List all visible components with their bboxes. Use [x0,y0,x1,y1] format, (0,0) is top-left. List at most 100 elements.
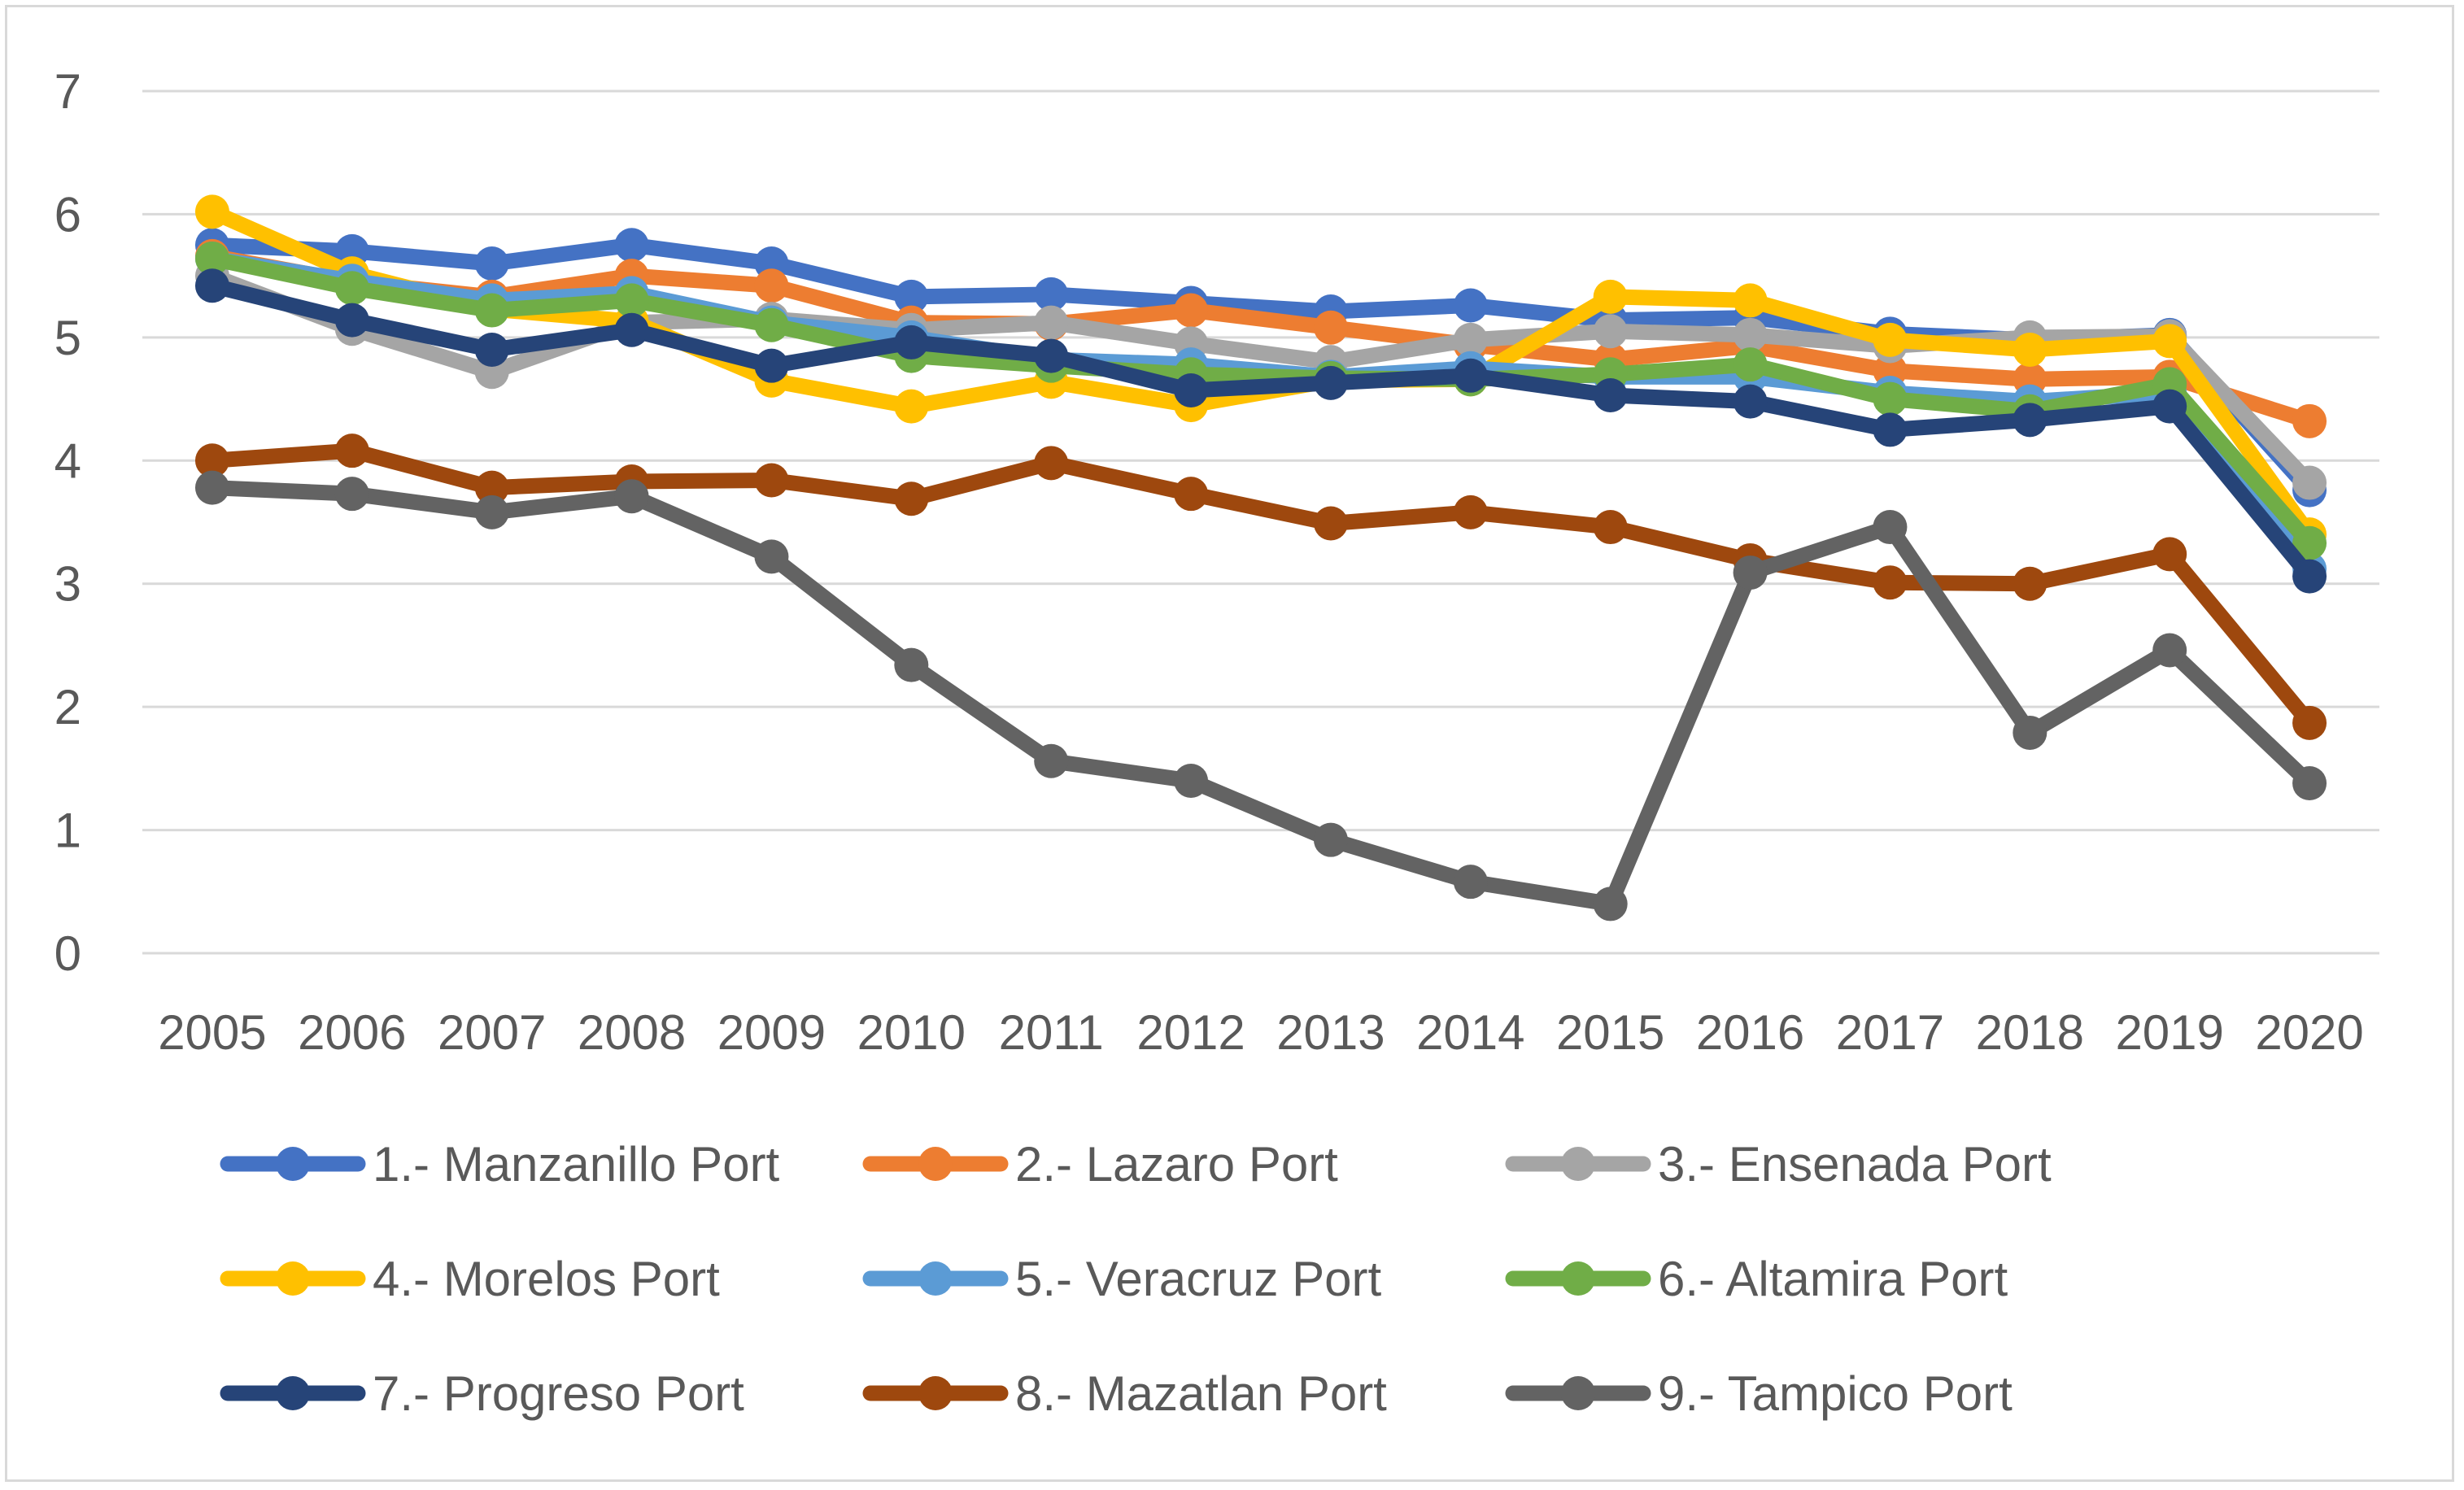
data-point [2013,333,2048,367]
data-point [1034,446,1069,481]
x-tick-label: 2005 [158,1005,266,1060]
data-point [1593,378,1628,413]
data-point [474,333,509,367]
series-line [204,248,2318,429]
data-point [614,312,649,347]
legend-item: 9.- Tampico Port [1505,1366,2013,1421]
data-point [474,470,509,505]
data-point [1453,322,1488,357]
data-point [1453,288,1488,323]
data-point [1453,865,1488,900]
series-line [204,442,2318,731]
legend-swatch-marker [1561,1147,1595,1181]
x-tick-label: 2008 [578,1005,686,1060]
data-point [2152,324,2187,359]
data-point [754,307,789,342]
data-point [194,194,229,229]
data-point [1313,506,1348,541]
data-point [754,348,789,383]
y-tick-label: 1 [55,804,81,858]
y-tick-label: 4 [55,433,81,488]
data-point [474,246,509,281]
data-point [1733,555,1768,590]
legend-item: 1.- Manzanillo Port [220,1137,780,1192]
y-tick-label: 3 [55,557,81,612]
legend-item: 6.- Altamira Port [1505,1252,2008,1306]
data-point [1873,565,1908,600]
data-point [1174,477,1209,512]
data-point [2152,389,2187,424]
legend-item: 5.- Veracruz Port [862,1252,1382,1306]
data-point [894,325,929,359]
data-point [1593,279,1628,314]
data-point [754,463,789,498]
y-tick-label: 7 [55,64,81,119]
legend-swatch-marker [276,1147,310,1181]
data-point [1313,365,1348,400]
data-point [754,539,789,574]
data-point [894,481,929,516]
data-point [1873,510,1908,545]
data-point [1593,314,1628,349]
data-point [1593,887,1628,921]
data-point [1313,310,1348,345]
series-9 [194,470,2327,921]
data-point [2292,559,2327,594]
y-tick-label: 5 [55,311,81,365]
y-axis: 0 1 2 3 4 5 6 7 [55,64,81,981]
gridlines [142,89,2379,955]
data-point [1034,743,1069,778]
data-point [1453,494,1488,529]
data-point [1873,412,1908,447]
data-point [1034,277,1069,312]
data-point [1174,293,1209,328]
x-tick-label: 2020 [2255,1005,2363,1060]
x-tick-label: 2009 [717,1005,826,1060]
x-tick-label: 2017 [1836,1005,1944,1060]
data-point [1313,822,1348,857]
legend-label: 5.- Veracruz Port [1015,1252,1382,1306]
data-point [2013,566,2048,601]
data-point [194,470,229,505]
data-point [1034,305,1069,340]
y-tick-label: 2 [55,680,81,734]
data-point [334,477,369,512]
data-point [894,389,929,424]
series-line [204,277,2318,585]
data-point [894,647,929,682]
data-point [1174,764,1209,798]
data-point [1593,510,1628,545]
data-point [1733,384,1768,419]
legend-swatch-marker [918,1261,953,1296]
data-point [2013,403,2048,438]
data-point [474,494,509,529]
data-point [1733,347,1768,382]
series-7 [194,268,2327,594]
x-tick-label: 2010 [857,1005,966,1060]
data-point [2292,525,2327,560]
data-point [1873,381,1908,416]
data-point [2152,633,2187,668]
legend-label: 7.- Progreso Port [373,1366,744,1421]
data-point [334,271,369,306]
legend-item: 4.- Morelos Port [220,1252,720,1306]
legend-swatch-marker [1561,1261,1595,1296]
legend-swatch-marker [1561,1376,1595,1410]
x-tick-label: 2006 [298,1005,406,1060]
data-point [754,268,789,303]
data-point [1453,358,1488,393]
data-point [894,279,929,314]
legend-item: 7.- Progreso Port [220,1366,744,1421]
legend-label: 1.- Manzanillo Port [373,1137,780,1192]
legend-label: 3.- Ensenada Port [1658,1137,2052,1192]
y-tick-label: 6 [55,187,81,242]
legend-swatch-marker [276,1261,310,1296]
data-point [334,303,369,338]
data-point [614,283,649,318]
data-point [334,433,369,468]
data-point [2292,705,2327,740]
x-tick-label: 2012 [1136,1005,1245,1060]
series-line [204,480,2318,912]
data-point [194,443,229,478]
